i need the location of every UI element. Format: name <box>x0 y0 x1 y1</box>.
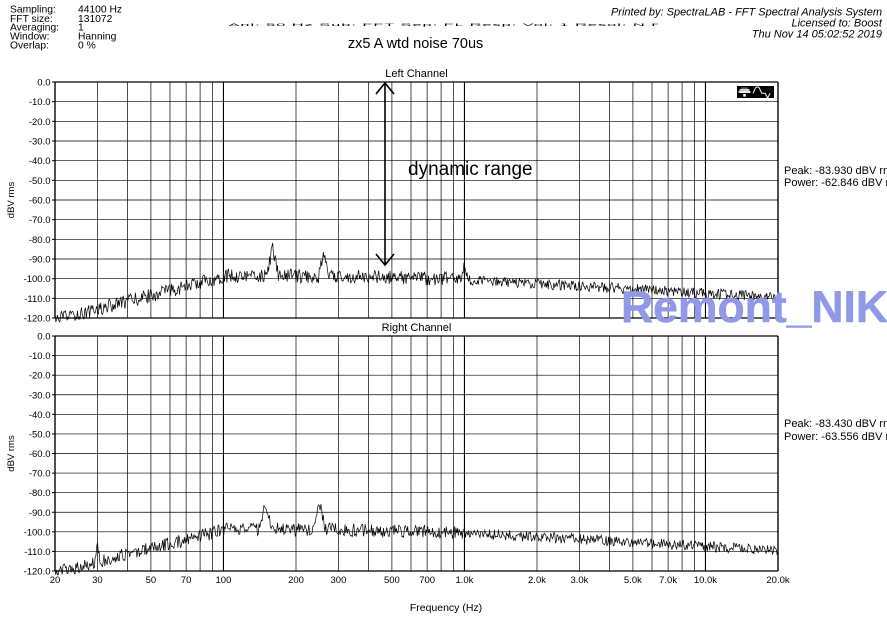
svg-text:-90.0: -90.0 <box>29 255 51 266</box>
svg-text:-70.0: -70.0 <box>29 469 51 480</box>
svg-text:Power: -63.556 dBV rm: Power: -63.556 dBV rm <box>784 431 887 443</box>
svg-text:-70.0: -70.0 <box>29 215 51 226</box>
svg-text:200: 200 <box>288 575 304 586</box>
svg-text:-30.0: -30.0 <box>29 390 51 401</box>
svg-text:2.0k: 2.0k <box>528 575 546 586</box>
svg-text:-80.0: -80.0 <box>29 235 51 246</box>
svg-text:Remont_NIK: Remont_NIK <box>621 283 887 332</box>
svg-text:20: 20 <box>50 575 61 586</box>
svg-text:300: 300 <box>331 575 347 586</box>
svg-text:Peak: -83.430 dBV rms: Peak: -83.430 dBV rms <box>784 418 887 430</box>
svg-text:10.0k: 10.0k <box>694 575 717 586</box>
svg-text:0.0: 0.0 <box>37 78 50 89</box>
svg-text:0.0: 0.0 <box>37 332 50 343</box>
svg-text:-100.0: -100.0 <box>24 527 51 538</box>
svg-text:-10.0: -10.0 <box>29 97 51 108</box>
svg-text:3.0k: 3.0k <box>570 575 588 586</box>
svg-text:-120.0: -120.0 <box>24 314 51 325</box>
svg-text:-120.0: -120.0 <box>24 567 51 578</box>
svg-text:50: 50 <box>146 575 157 586</box>
svg-text:-90.0: -90.0 <box>29 508 51 519</box>
svg-text:-60.0: -60.0 <box>29 449 51 460</box>
svg-text:-110.0: -110.0 <box>24 294 50 305</box>
svg-text:7.0k: 7.0k <box>659 575 677 586</box>
svg-text:Power: -62.846 dBV rm: Power: -62.846 dBV rm <box>784 177 887 189</box>
svg-text:-50.0: -50.0 <box>29 429 51 440</box>
svg-text:30: 30 <box>92 575 103 586</box>
svg-text:dBV rms: dBV rms <box>6 182 17 219</box>
svg-text:dBV rms: dBV rms <box>6 435 17 472</box>
svg-text:-30.0: -30.0 <box>29 137 51 148</box>
svg-text:100: 100 <box>216 575 232 586</box>
svg-text:-10.0: -10.0 <box>29 351 51 362</box>
svg-text:-20.0: -20.0 <box>29 117 51 128</box>
svg-text:1.0k: 1.0k <box>455 575 473 586</box>
svg-text:Left Channel: Left Channel <box>385 68 447 80</box>
svg-text:500: 500 <box>384 575 400 586</box>
svg-text:Right Channel: Right Channel <box>382 322 452 334</box>
svg-text:Peak: -83.930 dBV rms: Peak: -83.930 dBV rms <box>784 165 887 177</box>
svg-text:-60.0: -60.0 <box>29 196 51 207</box>
svg-text:-40.0: -40.0 <box>29 410 51 421</box>
svg-text:-40.0: -40.0 <box>29 156 51 167</box>
svg-text:70: 70 <box>181 575 192 586</box>
svg-text:5.0k: 5.0k <box>624 575 642 586</box>
svg-text:-80.0: -80.0 <box>29 488 51 499</box>
svg-text:-100.0: -100.0 <box>24 274 51 285</box>
svg-text:-20.0: -20.0 <box>29 371 51 382</box>
svg-text:20.0k: 20.0k <box>766 575 789 586</box>
svg-text:-50.0: -50.0 <box>29 176 51 187</box>
svg-text:Frequency (Hz): Frequency (Hz) <box>410 602 482 614</box>
svg-text:700: 700 <box>419 575 435 586</box>
svg-text:-110.0: -110.0 <box>24 547 50 558</box>
svg-text:dynamic range: dynamic range <box>408 159 533 180</box>
